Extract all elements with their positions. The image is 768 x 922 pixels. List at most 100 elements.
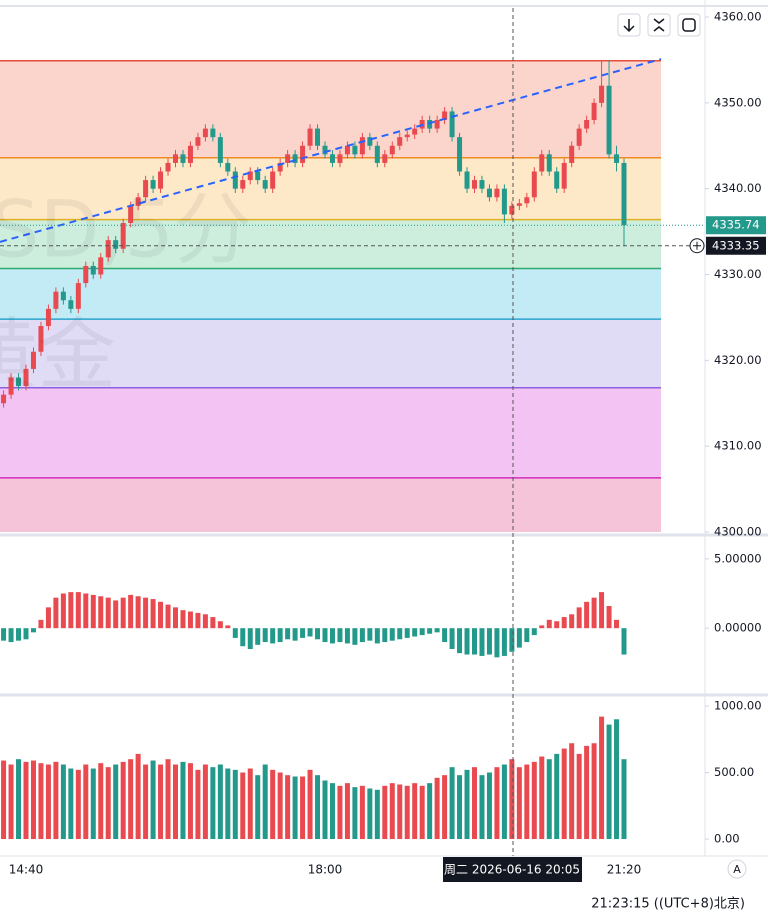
volume-bar [240,772,246,840]
volume-bar [180,761,186,840]
volume-bar [90,768,96,840]
volume-bar [479,775,485,840]
macd-histogram-bar [187,611,193,629]
volume-bar [464,769,470,840]
candle-body [457,137,463,172]
crosshair-price-box [706,236,766,255]
macd-histogram-bar [315,628,321,640]
volume-bar [292,776,298,840]
macd-histogram-bar [210,617,216,629]
macd-histogram-bar [561,617,567,629]
volume-bar [531,761,537,840]
volume-bar [307,769,313,840]
macd-histogram-bar [232,628,238,638]
volume-bar [225,768,231,840]
y-tick-label: 4350.00 [714,95,762,109]
macd-histogram-bar [247,628,253,649]
volume-bar [270,769,276,840]
macd-histogram-bar [397,628,403,640]
arrow-icon [623,19,635,33]
macd-histogram-bar [494,628,500,658]
volume-bar [45,764,51,840]
volume-bar [247,768,253,840]
candle-body [30,351,36,369]
candle-body [105,240,111,258]
y-tick-label: 0.00000 [714,621,762,635]
candle-body [202,128,208,138]
macd-histogram-bar [270,628,276,644]
macd-histogram-bar [202,614,208,629]
volume-bar [494,767,500,840]
macd-histogram-bar [23,628,29,640]
macd-histogram-bar [606,605,612,629]
candle-body [53,291,59,309]
macd-histogram-bar [419,628,425,636]
volume-bar [98,763,104,840]
volume-bar [150,760,156,840]
volume-bar [300,776,306,840]
candle-body [569,145,575,163]
macd-histogram-bar [180,610,186,629]
macd-histogram-bar [90,594,96,629]
candle-body [1,394,7,404]
macd-histogram-bar [1,628,7,641]
candle-body [315,128,321,146]
y-tick-label: 4300.00 [714,525,762,539]
macd-histogram-bar [322,628,328,643]
level-band [0,319,661,388]
macd-histogram-bar [45,607,51,629]
candle-body [509,205,515,215]
candle-body [83,265,89,284]
macd-histogram-bar [374,628,380,644]
macd-histogram-bar [285,628,291,640]
candle-body [307,128,313,146]
reset-button[interactable] [677,13,701,37]
auto-scale-label: A [733,863,741,876]
macd-histogram-bar [367,628,373,641]
macd-histogram-bar [292,628,298,641]
volume-bar [509,759,515,840]
candle-body [599,85,605,103]
level-band [0,477,661,532]
volume-bar [546,759,552,840]
candle-body [479,180,485,189]
volume-bar [352,787,358,840]
macd-histogram-bar [427,628,433,634]
candle-body [300,145,306,163]
candle-body [591,102,597,121]
candle-body [397,137,403,146]
candle-body [427,120,433,129]
watermark-symbol: SD,5分 [0,185,252,275]
x-tick-label: 18:00 [308,863,343,877]
volume-bar [404,785,410,840]
auto-scale-button[interactable] [727,859,747,879]
candle-body [382,154,388,163]
collapse-button[interactable] [647,13,671,37]
macd-histogram-bar [60,593,66,629]
volume-bar [53,761,59,840]
candle-body [494,188,500,198]
macd-histogram-bar [501,628,507,656]
level-band [0,268,661,320]
volume-bar [412,783,418,840]
volume-bar [554,753,560,840]
macd-histogram-bar [516,628,522,648]
volume-bar [128,759,134,840]
candle-body [68,300,74,309]
macd-histogram-bar [472,628,477,655]
x-tick-label: 21:20 [607,863,642,877]
candle-body [150,180,156,189]
volume-bar [30,760,36,840]
macd-histogram-bar [576,607,582,629]
volume-bar [569,743,575,840]
macd-histogram-bar [217,621,223,629]
volume-bar [344,783,350,840]
macd-histogram-bar [352,628,358,645]
candle-body [337,154,343,163]
volume-bar [576,753,582,840]
macd-histogram-bar [105,597,111,629]
collapse-icon [653,18,665,32]
macd-histogram-bar [277,628,283,643]
candle-body [449,111,455,138]
y-tick-label: 4360.00 [714,10,762,24]
